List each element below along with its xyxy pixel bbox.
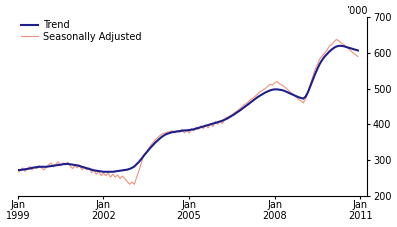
Line: Trend: Trend (18, 46, 358, 172)
Text: ’000: ’000 (346, 5, 367, 15)
Line: Seasonally Adjusted: Seasonally Adjusted (18, 39, 358, 184)
Legend: Trend, Seasonally Adjusted: Trend, Seasonally Adjusted (21, 20, 142, 42)
